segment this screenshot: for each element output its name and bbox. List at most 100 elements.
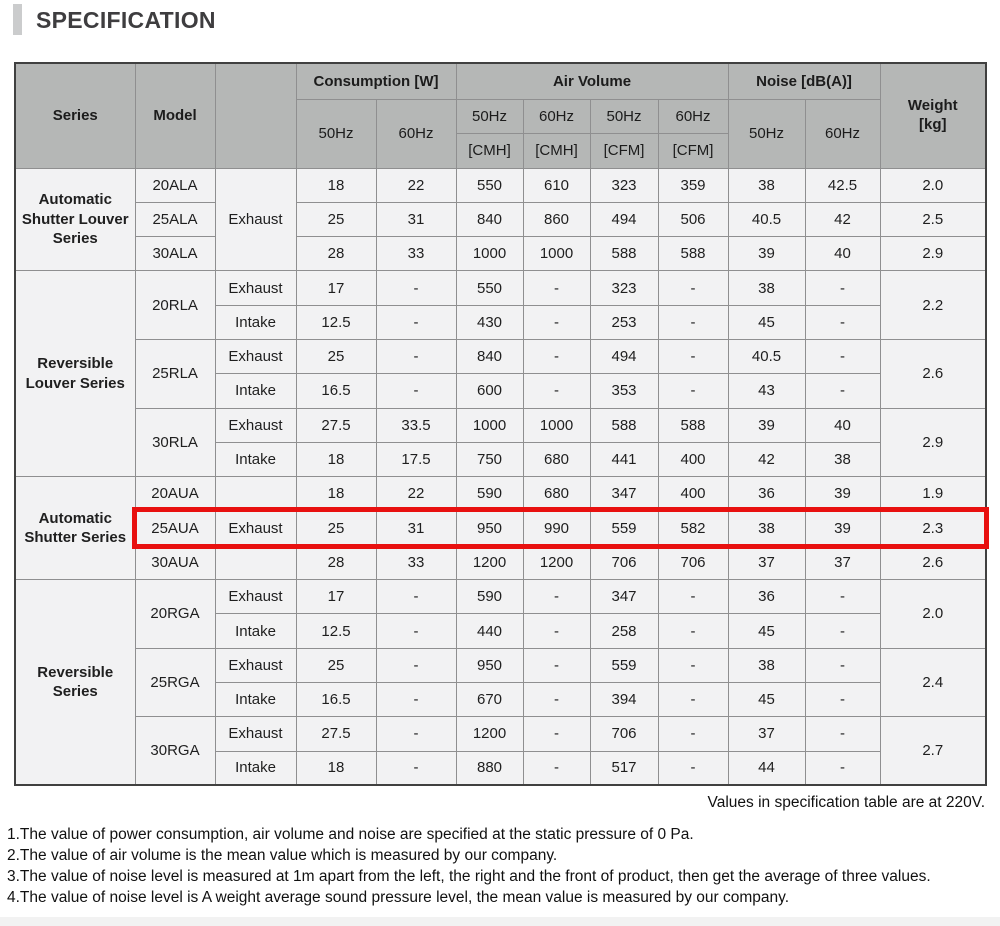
table-row: Intake 12.5 - 440 - 258 - 45 - [15,613,986,649]
value-cell: 36 [727,476,806,512]
value-cell: 323 [589,270,659,306]
table-row: Intake 16.5 - 600 - 353 - 43 - [15,373,986,409]
value-cell: 45 [727,613,806,649]
header-unit-cmh: [CMH] [522,132,591,169]
table-row: Intake 12.5 - 430 - 253 - 45 - [15,304,986,340]
value-cell: - [657,270,729,306]
value-cell: 16.5 [295,681,377,718]
value-cell: - [375,304,457,340]
header-av-50hz-cfm: 50Hz [589,98,659,134]
mode-cell: Exhaust [214,476,297,581]
value-cell: - [657,613,729,649]
value-cell: 33 [375,236,457,272]
value-cell: 17 [295,579,377,615]
value-cell: 430 [455,304,524,340]
value-cell: 494 [589,201,659,238]
table-row: Reversible Louver Series 20RLA Exhaust 1… [14,270,987,478]
weight-cell: 2.5 [879,201,987,238]
mode-cell: Exhaust [214,716,297,752]
header-unit-cfm: [CFM] [657,132,729,169]
weight-cell: 2.9 [879,236,987,272]
value-cell: - [375,716,457,752]
value-cell: 31 [375,510,457,546]
value-cell: 40.5 [727,201,806,238]
table-row: Automatic Shutter Series 20AUA Exhaust 1… [14,476,987,581]
value-cell: - [804,579,881,615]
value-cell: 17.5 [375,441,457,478]
weight-cell: 2.4 [879,647,987,718]
model-cell: 25AUA [134,510,216,546]
header-weight: Weight [kg] [879,62,987,169]
value-cell: 25 [295,338,377,375]
mode-cell: Exhaust [214,579,297,615]
value-cell: 440 [455,613,524,649]
value-cell: 18 [295,750,377,786]
value-cell: 39 [804,510,881,546]
value-cell: 550 [455,270,524,306]
table-row: Reversible Series 20RGA Exhaust 17 - 590… [14,579,987,786]
series-cell: Reversible Series [14,579,136,786]
value-cell: 582 [657,510,729,546]
value-cell: 42 [804,201,881,238]
value-cell: 1000 [522,407,591,443]
value-cell: 400 [657,476,729,512]
table-row: Intake 18 - 880 - 517 - 44 - [15,750,986,786]
value-cell: 950 [455,647,524,683]
value-cell: 880 [455,750,524,786]
value-cell: 840 [455,201,524,238]
header-av-60hz-cmh: 60Hz [522,98,591,134]
value-cell: 38 [727,270,806,306]
table-row: 30RLA Exhaust 27.5 33.5 1000 1000 588 58… [15,407,987,478]
value-cell: 441 [589,441,659,478]
value-cell: 590 [455,579,524,615]
value-cell: - [804,681,881,718]
page-title: SPECIFICATION [36,7,216,33]
header-model: Model [134,62,216,169]
value-cell: 550 [455,167,524,203]
value-cell: 16.5 [295,373,377,409]
value-cell: - [375,750,457,786]
header-unit-cmh: [CMH] [455,132,524,169]
page-header: SPECIFICATION [13,4,216,35]
value-cell: 40 [804,407,881,443]
header-av-50hz-cmh: 50Hz [455,98,524,134]
series-cell: Automatic Shutter Louver Series [14,167,136,272]
value-cell: 28 [295,236,377,272]
mode-cell: Exhaust [214,647,297,683]
value-cell: 706 [589,544,659,581]
value-cell: 347 [589,579,659,615]
value-cell: 38 [804,441,881,478]
weight-cell: 2.7 [879,716,987,786]
value-cell: 353 [589,373,659,409]
value-cell: 506 [657,201,729,238]
value-cell: 25 [295,201,377,238]
model-cell: 30AUA [134,544,216,581]
value-cell: 12.5 [295,304,377,340]
value-cell: - [522,750,591,786]
value-cell: - [657,750,729,786]
specification-table: Series Model Consumption [W] Air Volume … [14,62,988,787]
value-cell: - [522,338,591,375]
value-cell: - [522,304,591,340]
value-cell: 610 [522,167,591,203]
value-cell: 347 [589,476,659,512]
value-cell: - [522,579,591,615]
value-cell: 494 [589,338,659,375]
title-accent-bar [13,4,22,35]
value-cell: 12.5 [295,613,377,649]
series-cell: Reversible Louver Series [14,270,136,478]
value-cell: - [522,270,591,306]
value-cell: 588 [589,236,659,272]
footnote-2: 2.The value of air volume is the mean va… [7,847,558,864]
header-consumption-50hz: 50Hz [295,98,377,169]
value-cell: 1000 [455,407,524,443]
value-cell: 17 [295,270,377,306]
series-cell: Automatic Shutter Series [14,476,136,581]
table-row: 25ALA 25 31 840 860 494 506 40.5 42 2.5 [15,201,987,238]
value-cell: 39 [804,476,881,512]
header-row: 50Hz 60Hz 50Hz 60Hz 50Hz 60Hz 50Hz 60Hz [15,98,986,169]
value-cell: - [657,681,729,718]
value-cell: - [657,373,729,409]
value-cell: 33.5 [375,407,457,443]
value-cell: - [522,373,591,409]
